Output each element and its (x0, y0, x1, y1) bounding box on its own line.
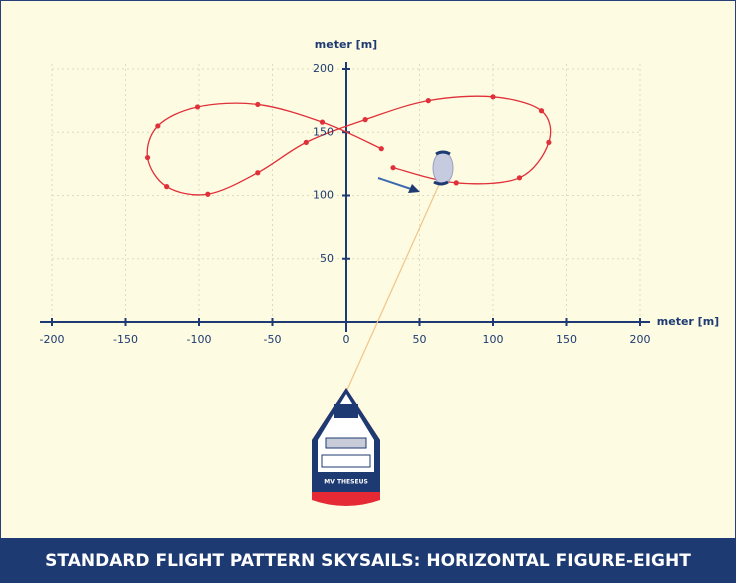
flight-point (426, 98, 431, 103)
flight-point (490, 94, 495, 99)
flight-point (320, 120, 325, 125)
x-tick-label: 50 (413, 333, 427, 346)
flight-point (379, 146, 384, 151)
y-tick-label: 150 (313, 125, 334, 138)
x-tick-label: -150 (113, 333, 138, 346)
ship-hatch (334, 404, 358, 418)
x-tick-label: -100 (187, 333, 212, 346)
y-axis-label: meter [m] (315, 38, 377, 51)
x-tick-label: 0 (343, 333, 350, 346)
y-tick-label: 200 (313, 62, 334, 75)
flight-point (255, 102, 260, 107)
x-tick-label: 150 (556, 333, 577, 346)
flight-point (164, 184, 169, 189)
kite (433, 152, 453, 184)
ship-bridge (326, 438, 366, 448)
flight-point (155, 123, 160, 128)
kite-canopy (433, 152, 453, 184)
flight-point (255, 170, 260, 175)
x-tick-label: -50 (264, 333, 282, 346)
chart: STANDARD FLIGHT PATTERN SKYSAILS: HORIZO… (0, 0, 736, 583)
ship-house (322, 455, 370, 467)
x-tick-label: 100 (483, 333, 504, 346)
flight-point (539, 108, 544, 113)
flight-point (304, 140, 309, 145)
x-tick-label: 200 (630, 333, 651, 346)
y-tick-label: 100 (313, 189, 334, 202)
flight-point (517, 175, 522, 180)
flight-point (205, 192, 210, 197)
flight-point (363, 117, 368, 122)
flight-point (195, 104, 200, 109)
x-tick-label: -200 (40, 333, 65, 346)
chart-title: STANDARD FLIGHT PATTERN SKYSAILS: HORIZO… (45, 551, 691, 571)
x-axis-label: meter [m] (657, 315, 719, 328)
flight-point (390, 165, 395, 170)
flight-point (145, 155, 150, 160)
flight-point (546, 140, 551, 145)
y-tick-label: 50 (320, 252, 334, 265)
flight-point (454, 180, 459, 185)
ship-label: MV THESEUS (324, 479, 368, 486)
